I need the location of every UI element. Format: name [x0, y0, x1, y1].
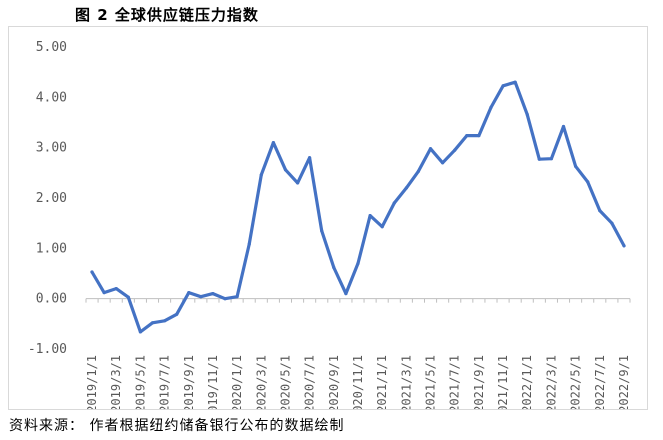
x-tick-label: 2019/7/1	[158, 355, 172, 409]
data-point	[441, 161, 445, 165]
data-point	[586, 180, 590, 184]
x-tick-label: 2019/9/1	[182, 355, 196, 409]
x-tick-label: 2020/9/1	[327, 355, 341, 409]
x-tick-label: 2021/3/1	[399, 355, 413, 409]
data-point	[368, 214, 372, 218]
x-tick-label: 2022/9/1	[617, 355, 631, 409]
data-point	[501, 84, 505, 88]
x-tick-label: 2019/3/1	[109, 355, 123, 409]
x-tick-label: 2021/1/1	[375, 355, 389, 409]
data-point	[175, 312, 179, 316]
data-point	[344, 292, 348, 296]
data-point	[102, 291, 106, 295]
x-tick-label: 2020/5/1	[278, 355, 292, 409]
x-tick-label: 2022/3/1	[544, 355, 558, 409]
y-tick-label: 1.00	[36, 241, 67, 256]
data-point	[404, 186, 408, 190]
y-tick-label: 5.00	[36, 40, 67, 55]
x-tick-label: 2021/9/1	[472, 355, 486, 409]
data-point	[308, 156, 312, 160]
data-point	[90, 270, 94, 274]
x-tick-label: 2022/1/1	[520, 355, 534, 409]
data-point	[235, 295, 239, 299]
data-point	[549, 157, 554, 161]
y-tick-label: 0.00	[36, 292, 67, 307]
data-point	[513, 80, 517, 84]
data-point	[259, 173, 263, 177]
data-point	[126, 295, 130, 299]
data-point	[296, 181, 300, 185]
chart-frame: -1.00 0.00 1.00 2.00 3.00 4.00 5.00 2019/1/1 201…	[8, 26, 648, 410]
data-point	[622, 244, 626, 248]
data-point	[561, 124, 566, 129]
data-point	[453, 148, 457, 152]
data-point	[416, 169, 420, 173]
y-tick-label: 4.00	[36, 90, 67, 105]
x-tick-label: 2021/5/1	[424, 355, 438, 409]
data-point	[428, 147, 433, 151]
x-tick-label: 2021/7/1	[448, 355, 462, 409]
data-point	[598, 209, 602, 213]
source-note: 资料来源： 作者根据纽约储备银行公布的数据绘制	[9, 418, 345, 434]
data-point	[537, 157, 541, 161]
data-point	[247, 242, 251, 246]
y-tick-label: -1.00	[28, 342, 67, 357]
data-point	[392, 201, 396, 205]
data-point	[114, 287, 118, 291]
x-tick-label: 2021/11/1	[496, 355, 510, 409]
data-point	[574, 164, 578, 168]
x-tick-label: 2019/1/1	[85, 355, 99, 409]
x-tick-label: 2019/11/1	[206, 355, 220, 409]
x-tick-label: 2019/5/1	[133, 355, 147, 409]
line-chart: -1.00 0.00 1.00 2.00 3.00 4.00 5.00 2019/1/1 201…	[28, 40, 631, 409]
x-tick-label: 2022/5/1	[569, 355, 583, 409]
data-point	[163, 319, 167, 323]
data-point	[332, 265, 336, 270]
data-point	[211, 292, 215, 296]
x-tick-label: 2022/7/1	[593, 355, 607, 409]
data-point	[199, 295, 203, 299]
data-point	[223, 297, 227, 301]
data-point	[477, 134, 481, 138]
data-point	[489, 105, 493, 109]
data-point	[610, 221, 614, 225]
data-point	[356, 261, 360, 265]
data-point	[320, 229, 324, 233]
data-point	[187, 291, 191, 295]
y-tick-label: 3.00	[36, 141, 67, 156]
data-point	[283, 168, 288, 172]
data-point	[525, 112, 529, 116]
y-tick-label: 2.00	[36, 191, 67, 206]
data-point	[271, 141, 275, 145]
data-point	[138, 330, 142, 334]
x-tick-label: 2020/3/1	[254, 355, 268, 409]
data-point	[465, 134, 469, 138]
x-tick-label: 2020/11/1	[351, 355, 365, 409]
figure-title: 图 2 全球供应链压力指数	[75, 6, 259, 24]
x-tick-label: 2020/7/1	[303, 355, 317, 409]
data-point	[150, 321, 155, 325]
data-point	[380, 225, 384, 229]
x-tick-label: 2020/1/1	[230, 355, 244, 409]
series-line	[90, 80, 626, 334]
